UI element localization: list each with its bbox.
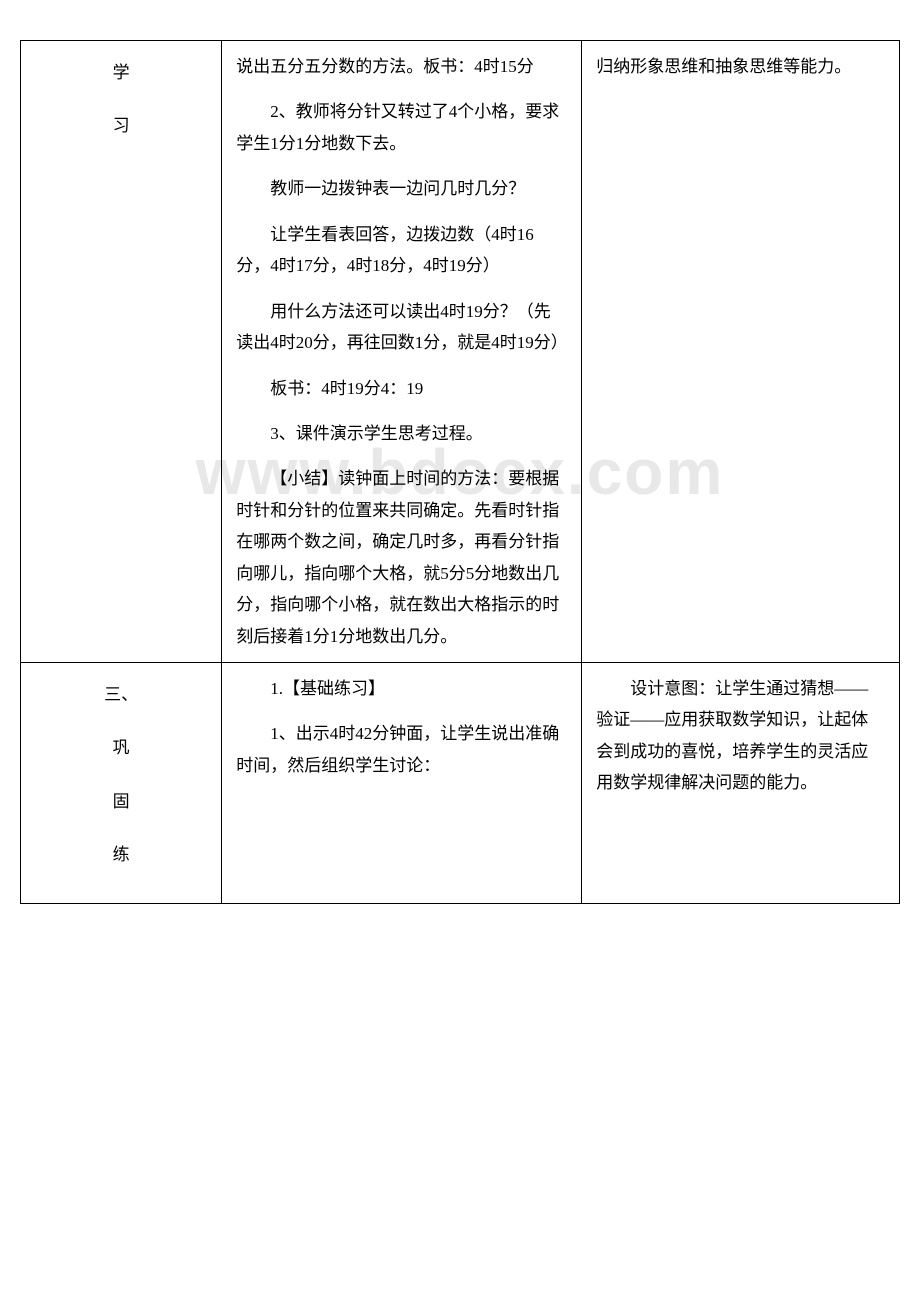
activity-para: 【小结】读钟面上时间的方法：要根据时针和分针的位置来共同确定。先看时针指在哪两个… (236, 463, 567, 652)
stage-char: 练 (35, 839, 207, 870)
table-row: 三、 巩 固 练 1.【基础练习】 1、出示4时42分钟面，让学生说出准确时间，… (21, 663, 900, 904)
activity-para: 1.【基础练习】 (236, 673, 567, 704)
activity-para: 板书：4时19分4：19 (236, 373, 567, 404)
stage-char: 巩 (35, 732, 207, 763)
intent-para: 归纳形象思维和抽象思维等能力。 (596, 51, 885, 82)
activity-para: 2、教师将分针又转过了4个小格，要求学生1分1分地数下去。 (236, 96, 567, 159)
stage-char: 学 (35, 57, 207, 88)
lesson-plan-table: 学 习 说出五分五分数的方法。板书：4时15分 2、教师将分针又转过了4个小格，… (20, 40, 900, 904)
activity-para: 用什么方法还可以读出4时19分？（先读出4时20分，再往回数1分，就是4时19分… (236, 296, 567, 359)
activity-para: 教师一边拨钟表一边问几时几分？ (236, 173, 567, 204)
intent-para: 设计意图：让学生通过猜想——验证——应用获取数学知识，让起体会到成功的喜悦，培养… (596, 673, 885, 799)
stage-char: 固 (35, 786, 207, 817)
activity-para: 说出五分五分数的方法。板书：4时15分 (236, 51, 567, 82)
stage-char: 三、 (35, 679, 207, 710)
stage-char: 习 (35, 110, 207, 141)
intent-cell: 归纳形象思维和抽象思维等能力。 (582, 41, 900, 663)
activity-para: 3、课件演示学生思考过程。 (236, 418, 567, 449)
activity-cell: 1.【基础练习】 1、出示4时42分钟面，让学生说出准确时间，然后组织学生讨论： (222, 663, 582, 904)
intent-cell: 设计意图：让学生通过猜想——验证——应用获取数学知识，让起体会到成功的喜悦，培养… (582, 663, 900, 904)
stage-cell: 三、 巩 固 练 (21, 663, 222, 904)
activity-cell: 说出五分五分数的方法。板书：4时15分 2、教师将分针又转过了4个小格，要求学生… (222, 41, 582, 663)
activity-para: 1、出示4时42分钟面，让学生说出准确时间，然后组织学生讨论： (236, 718, 567, 781)
stage-cell: 学 习 (21, 41, 222, 663)
table-row: 学 习 说出五分五分数的方法。板书：4时15分 2、教师将分针又转过了4个小格，… (21, 41, 900, 663)
activity-para: 让学生看表回答，边拨边数（4时16分，4时17分，4时18分，4时19分） (236, 219, 567, 282)
